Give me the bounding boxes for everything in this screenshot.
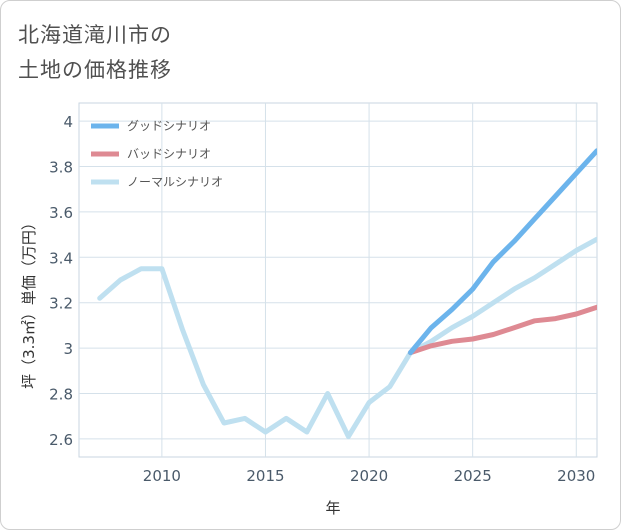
x-tick-label: 2015 <box>246 467 284 485</box>
legend-label: バッドシナリオ <box>127 147 211 161</box>
y-tick-label: 4 <box>63 113 73 131</box>
chart-title-line-2: 土地の価格推移 <box>18 58 172 82</box>
x-tick-label: 2030 <box>557 467 595 485</box>
x-tick-label: 2025 <box>454 467 492 485</box>
series-line-bad <box>408 304 597 356</box>
y-axis-title: 坪（3.3㎡）単価（万円） <box>20 215 38 389</box>
series-line-normal <box>97 236 597 440</box>
series-line-good <box>408 148 597 356</box>
x-tick-label: 2010 <box>143 467 181 485</box>
legend-label: ノーマルシナリオ <box>127 175 223 189</box>
y-tick-label: 3 <box>63 340 73 358</box>
series-lines <box>97 148 597 440</box>
y-tick-label: 3.6 <box>49 204 73 222</box>
y-tick-labels: 2.6 2.8 3 3.2 3.4 3.6 3.8 4 <box>49 113 73 449</box>
y-tick-label: 3.2 <box>49 295 73 313</box>
y-tick-label: 2.8 <box>49 385 73 403</box>
y-tick-label: 2.6 <box>49 431 73 449</box>
legend-label: グッドシナリオ <box>127 119 211 133</box>
chart-title-line-1: 北海道滝川市の <box>18 23 172 47</box>
x-axis-title: 年 <box>325 499 340 517</box>
y-tick-label: 3.8 <box>49 159 73 177</box>
y-tick-label: 3.4 <box>49 249 73 267</box>
grid-lines <box>79 103 597 457</box>
chart-title: 北海道滝川市の 土地の価格推移 <box>18 18 172 88</box>
x-tick-labels: 2010 2015 2020 2025 2030 <box>143 467 596 485</box>
x-tick-label: 2020 <box>350 467 388 485</box>
